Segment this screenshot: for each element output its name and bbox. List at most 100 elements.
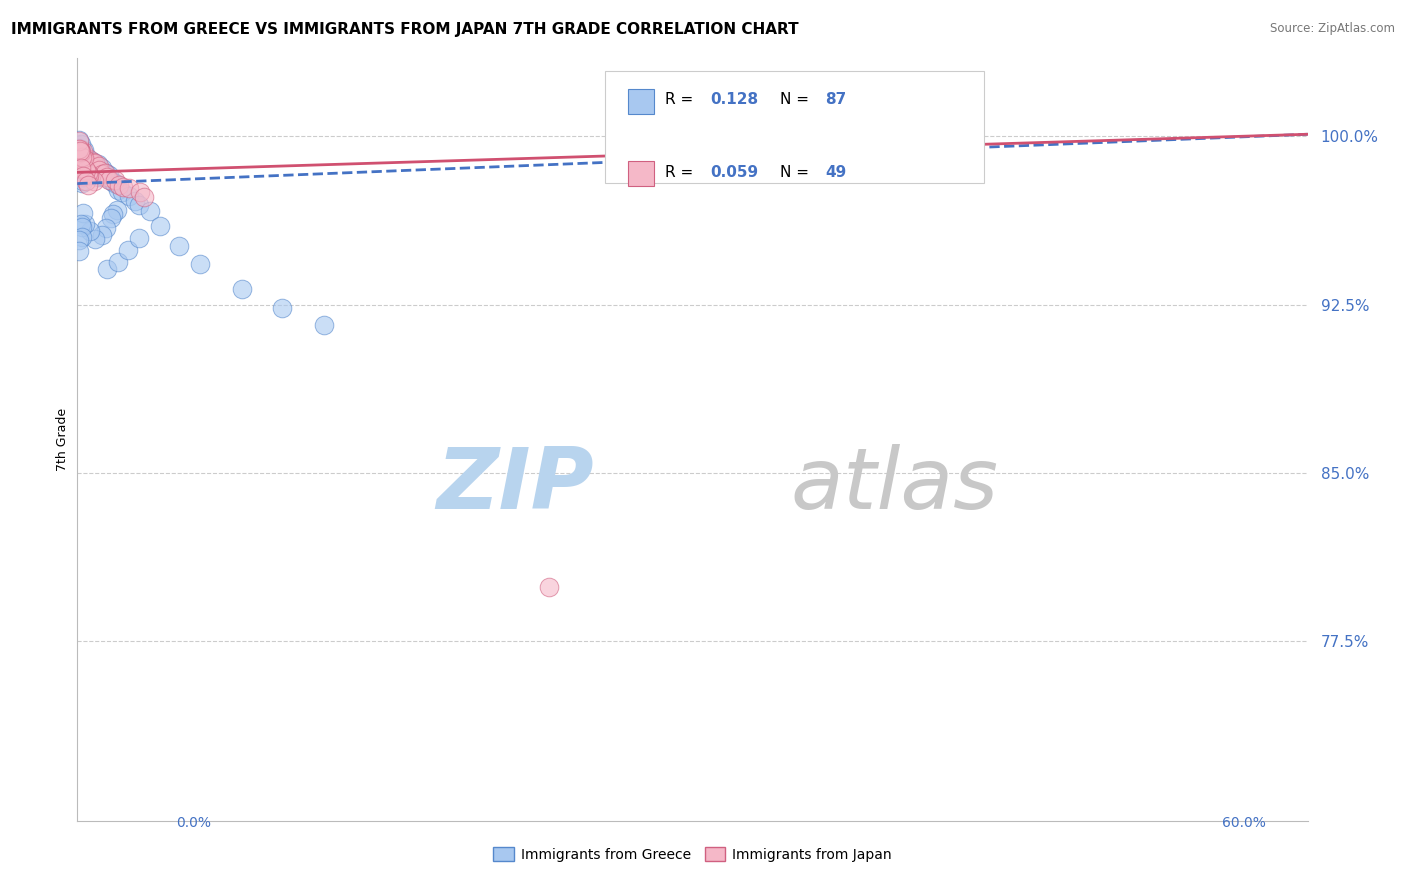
Text: Source: ZipAtlas.com: Source: ZipAtlas.com (1270, 22, 1395, 36)
Point (537, 580, 560, 594)
Point (112, 180, 135, 194)
Point (70, 157, 93, 171)
Point (134, 189, 156, 203)
Point (83, 158, 105, 172)
Point (86, 161, 108, 176)
Point (75, 153, 97, 167)
Point (124, 194, 146, 209)
Text: ZIP: ZIP (436, 443, 595, 526)
Point (80, 167, 103, 181)
Point (70, 162, 93, 177)
Point (87, 159, 110, 173)
Point (89, 163, 111, 178)
Point (84, 156, 107, 170)
Point (69, 158, 91, 172)
Point (73, 157, 96, 171)
Point (70, 176, 93, 190)
Point (108, 178, 131, 193)
Point (139, 204, 162, 219)
Point (128, 198, 150, 212)
Point (77, 168, 100, 182)
Point (77, 153, 100, 168)
Point (87, 157, 110, 171)
Point (80, 154, 103, 169)
Point (128, 185, 150, 199)
Point (75, 165, 97, 179)
Point (73, 164, 96, 178)
Point (82, 155, 104, 169)
Point (94, 166, 117, 180)
Point (75, 157, 97, 171)
Point (69, 144, 91, 158)
Legend: Immigrants from Greece, Immigrants from Japan: Immigrants from Greece, Immigrants from … (488, 841, 897, 867)
Point (77, 162, 100, 177)
Point (67, 141, 90, 155)
Text: 0.0%: 0.0% (176, 816, 211, 830)
Point (118, 188, 141, 202)
Y-axis label: 7th Grade: 7th Grade (56, 408, 69, 471)
Point (70, 161, 93, 175)
Point (70, 137, 93, 152)
Point (89, 161, 111, 175)
Text: N =: N = (780, 92, 814, 107)
Point (67, 155, 90, 169)
Point (105, 178, 128, 192)
Text: 0.059: 0.059 (710, 165, 758, 180)
Point (70, 170, 93, 185)
Point (67, 142, 90, 156)
Point (72, 158, 94, 172)
Point (75, 217, 97, 231)
Point (149, 219, 172, 233)
Point (111, 185, 134, 199)
Point (75, 148, 97, 162)
Point (84, 161, 107, 175)
Point (72, 206, 94, 220)
Point (72, 144, 94, 158)
Point (94, 166, 117, 180)
Point (76, 156, 98, 170)
Point (231, 282, 253, 296)
Point (79, 158, 101, 172)
Text: IMMIGRANTS FROM GREECE VS IMMIGRANTS FROM JAPAN 7TH GRADE CORRELATION CHART: IMMIGRANTS FROM GREECE VS IMMIGRANTS FRO… (11, 22, 799, 37)
Point (77, 178, 100, 192)
Point (73, 162, 96, 177)
Point (70, 156, 93, 170)
Point (107, 255, 129, 269)
Point (314, 318, 336, 333)
Point (72, 169, 94, 183)
Point (69, 152, 91, 166)
Point (91, 228, 114, 243)
Point (67, 150, 90, 164)
Point (69, 154, 91, 169)
Point (98, 173, 121, 187)
Point (79, 153, 101, 167)
Point (80, 155, 103, 169)
Text: N =: N = (780, 165, 814, 180)
Point (70, 217, 93, 231)
Point (67, 151, 90, 165)
Point (83, 232, 105, 246)
Point (118, 180, 141, 194)
Point (103, 207, 125, 221)
Point (107, 183, 129, 197)
Point (73, 155, 96, 169)
Point (67, 153, 90, 168)
Point (79, 161, 101, 176)
Point (79, 224, 101, 238)
Point (70, 230, 93, 244)
Point (67, 134, 90, 148)
Point (82, 165, 104, 179)
Point (75, 162, 97, 177)
Point (89, 164, 111, 178)
Point (270, 301, 292, 316)
Point (83, 174, 105, 188)
Point (73, 153, 96, 167)
Point (103, 176, 125, 190)
Point (76, 153, 98, 167)
Point (167, 238, 190, 252)
Point (72, 158, 94, 172)
Text: 60.0%: 60.0% (1222, 816, 1265, 830)
Point (86, 167, 108, 181)
Point (69, 142, 91, 156)
Point (70, 145, 93, 160)
